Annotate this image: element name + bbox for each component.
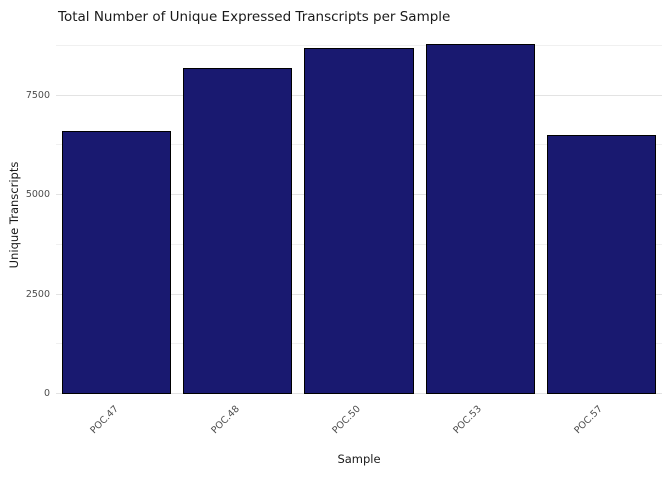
bar — [546, 135, 656, 394]
bar — [183, 67, 293, 394]
bar — [62, 131, 172, 394]
bar — [425, 44, 535, 394]
x-tick-label: POC.48 — [209, 403, 242, 437]
x-tick-label: POC.57 — [572, 403, 606, 437]
x-tick-label: POC.50 — [330, 403, 363, 437]
x-axis-title: Sample — [337, 452, 381, 466]
plot-panel — [56, 36, 662, 394]
y-tick-label: 5000 — [25, 189, 50, 201]
y-tick-label: 7500 — [25, 89, 50, 101]
gridline-minor — [56, 44, 662, 46]
y-tick-label: 2500 — [25, 288, 50, 300]
plot-title: Total Number of Unique Expressed Transcr… — [58, 9, 451, 25]
y-axis-title: Unique Transcripts — [7, 161, 21, 269]
y-tick-label: 0 — [43, 388, 50, 399]
x-tick-label: POC.53 — [451, 403, 485, 437]
bar — [304, 47, 414, 394]
x-tick-label: POC.47 — [87, 403, 121, 437]
